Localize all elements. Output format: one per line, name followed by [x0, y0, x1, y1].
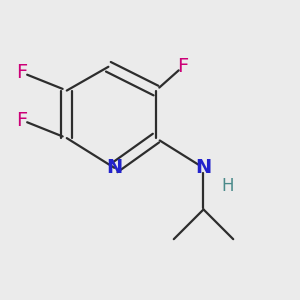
Text: F: F: [16, 111, 28, 130]
Text: F: F: [177, 57, 188, 76]
Text: N: N: [106, 158, 122, 177]
Text: N: N: [195, 158, 212, 177]
Text: F: F: [16, 63, 28, 82]
Text: H: H: [221, 177, 233, 195]
